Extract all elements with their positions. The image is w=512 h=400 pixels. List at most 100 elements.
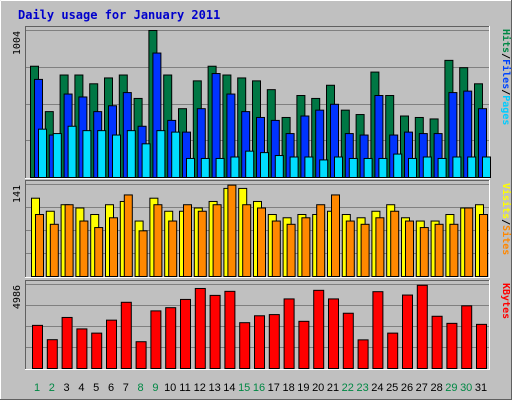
day-label: 29 xyxy=(445,382,457,394)
bar-pages xyxy=(67,125,77,178)
bar-sites xyxy=(153,204,163,277)
bar-pages xyxy=(112,134,121,178)
bar-pages xyxy=(378,157,388,179)
bar-kbytes xyxy=(461,305,473,369)
day-axis: 1 2 3 4 5 6 7 8 9 10 11 12 13 14 15 16 17 18 19 20 21 22 23 24 2… xyxy=(34,382,487,394)
day-label: 10 xyxy=(164,382,176,394)
day-label: 8 xyxy=(138,382,144,394)
bar-pages xyxy=(245,150,255,178)
bar-pages xyxy=(289,156,299,179)
bar-sites xyxy=(464,207,474,277)
bar-pages xyxy=(260,152,269,178)
day-label: 27 xyxy=(416,382,428,394)
bar-pages xyxy=(141,143,151,179)
bar-pages xyxy=(437,157,447,179)
bar-pages xyxy=(97,130,107,179)
bar-pages xyxy=(363,157,373,179)
bar-sites xyxy=(434,223,444,278)
day-label: 18 xyxy=(282,382,294,394)
bar-sites xyxy=(183,204,192,277)
bar-kbytes xyxy=(254,315,265,369)
bar-sites xyxy=(271,220,281,277)
bar-kbytes xyxy=(268,314,280,369)
bar-kbytes xyxy=(402,294,413,369)
day-label: 23 xyxy=(356,382,368,394)
bar-sites xyxy=(331,194,340,277)
chart-panels: 1004 Hits/Files/Pages 141 Visits/Sites 4986 K… xyxy=(12,26,512,370)
bar-pages xyxy=(82,130,92,179)
bar-sites xyxy=(345,220,355,277)
bar-sites xyxy=(64,204,74,277)
bar-pages xyxy=(171,131,181,179)
day-label: 2 xyxy=(49,382,55,394)
bar-sites xyxy=(316,204,326,277)
chart-title: Daily usage for January 2011 xyxy=(18,8,220,22)
bar-sites xyxy=(242,204,252,277)
bar-kbytes xyxy=(416,284,428,369)
bar-kbytes xyxy=(387,332,399,370)
bar-pages xyxy=(408,157,417,179)
legend-label: Hits/Files/Pages xyxy=(500,29,512,125)
bar-sites xyxy=(168,220,178,277)
panel-1: 1004 Hits/Files/Pages xyxy=(12,26,512,179)
bar-pages xyxy=(156,130,166,179)
bar-kbytes xyxy=(372,291,384,370)
bar-pages xyxy=(274,155,284,178)
day-label: 26 xyxy=(401,382,413,394)
bar-kbytes xyxy=(239,322,251,369)
bar-kbytes xyxy=(224,290,236,370)
bar-kbytes xyxy=(298,320,310,369)
bar-pages xyxy=(200,157,210,179)
bar-kbytes xyxy=(120,301,132,370)
day-label: 19 xyxy=(297,382,309,394)
day-label: 22 xyxy=(342,382,354,394)
bar-kbytes xyxy=(342,312,354,369)
day-label: 15 xyxy=(238,382,250,394)
bar-kbytes xyxy=(46,339,58,370)
bar-kbytes xyxy=(283,298,295,369)
day-label: 14 xyxy=(223,382,235,394)
bar-sites xyxy=(449,223,459,278)
day-label: 28 xyxy=(430,382,442,394)
bar-sites xyxy=(227,184,237,277)
day-label: 3 xyxy=(64,382,70,394)
bar-sites xyxy=(123,194,133,277)
day-label: 30 xyxy=(460,382,472,394)
bar-sites xyxy=(360,223,370,278)
y-max-label: 4986 xyxy=(12,285,23,309)
bar-sites xyxy=(79,220,89,277)
day-label: 31 xyxy=(475,382,487,394)
day-label: 21 xyxy=(327,382,339,394)
bar-pages xyxy=(334,156,343,179)
bar-kbytes xyxy=(61,316,73,369)
bar-sites xyxy=(390,210,400,277)
y-max-label: 141 xyxy=(12,185,23,203)
bar-kbytes xyxy=(165,307,177,369)
bar-sites xyxy=(94,227,104,277)
bar-kbytes xyxy=(476,323,487,370)
bar-sites xyxy=(109,217,118,277)
bar-sites xyxy=(479,214,488,278)
day-label: 4 xyxy=(78,382,84,394)
bar-sites xyxy=(419,227,429,277)
bar-kbytes xyxy=(357,339,369,369)
bar-kbytes xyxy=(106,319,117,370)
bar-pages xyxy=(304,156,314,179)
day-label: 9 xyxy=(152,382,158,394)
day-label: 25 xyxy=(386,382,398,394)
day-label: 16 xyxy=(253,382,265,394)
bar-kbytes xyxy=(446,322,458,369)
bar-kbytes xyxy=(76,328,88,370)
day-label: 11 xyxy=(179,382,190,394)
bar-kbytes xyxy=(194,287,206,369)
day-label: 5 xyxy=(93,382,99,394)
bar-sites xyxy=(286,223,296,278)
bar-kbytes xyxy=(150,310,162,369)
day-label: 1 xyxy=(34,382,40,394)
bar-sites xyxy=(301,217,311,277)
bar-sites xyxy=(375,217,385,277)
bar-pages xyxy=(230,156,240,179)
bar-kbytes xyxy=(313,289,325,370)
bar-pages xyxy=(52,133,62,178)
